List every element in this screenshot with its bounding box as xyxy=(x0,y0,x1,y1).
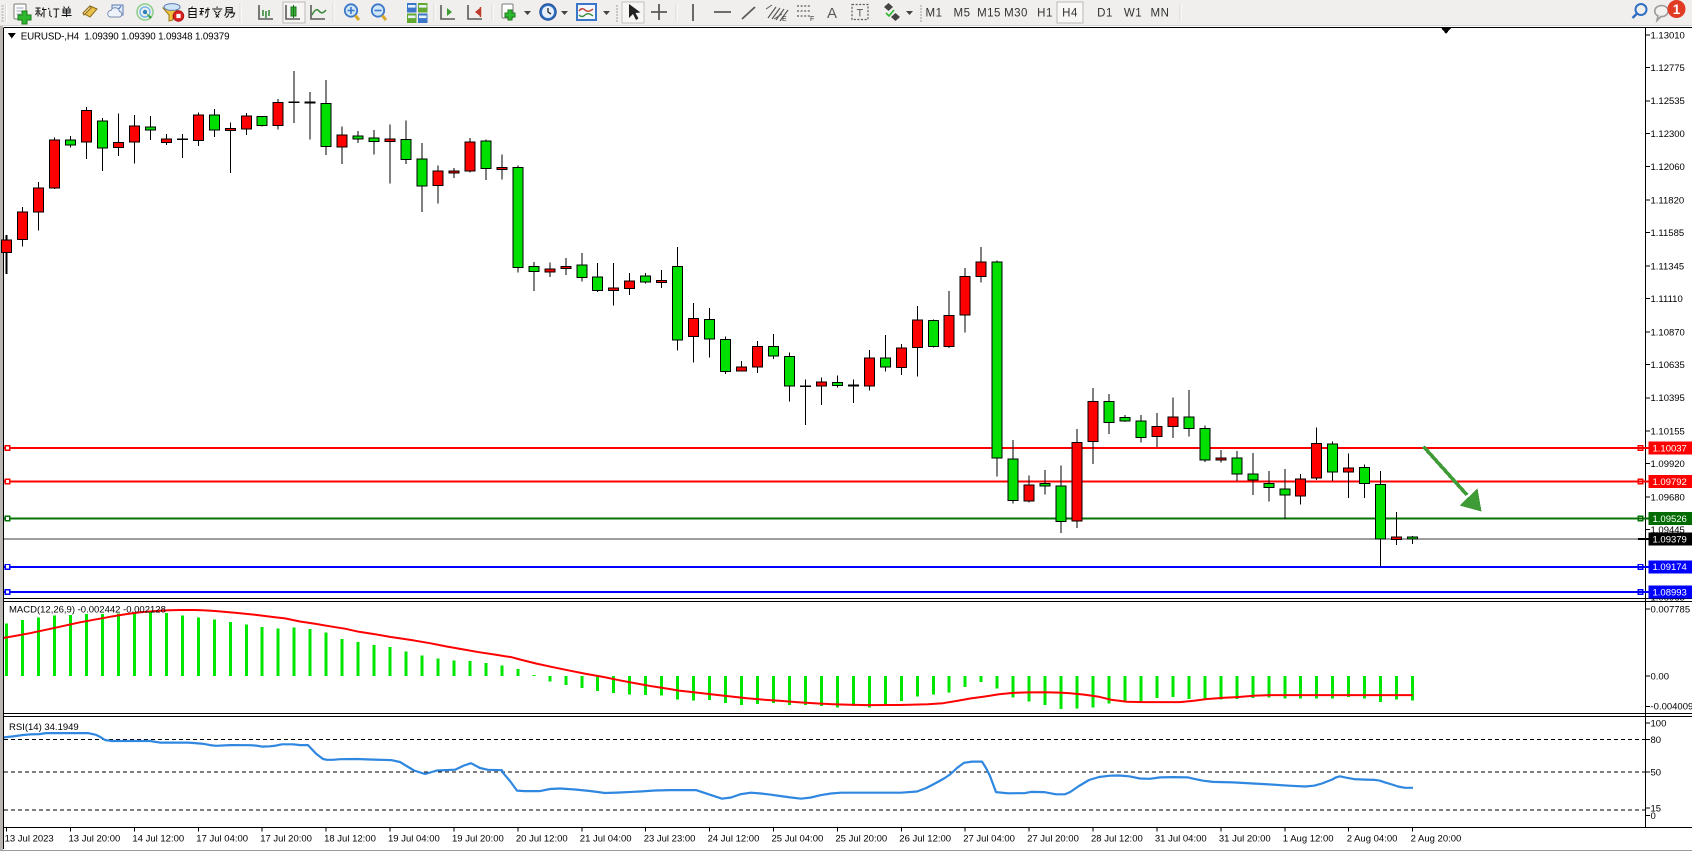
svg-text:100: 100 xyxy=(1651,718,1667,729)
svg-text:-0.004009: -0.004009 xyxy=(1651,702,1692,713)
svg-text:13 Jul 20:00: 13 Jul 20:00 xyxy=(69,834,121,845)
svg-text:1.13010: 1.13010 xyxy=(1651,30,1685,41)
svg-text:19 Jul 20:00: 19 Jul 20:00 xyxy=(452,834,504,845)
svg-text:F: F xyxy=(810,16,814,23)
svg-text:17 Jul 04:00: 17 Jul 04:00 xyxy=(196,834,248,845)
svg-text:17 Jul 20:00: 17 Jul 20:00 xyxy=(260,834,312,845)
svg-text:1.11110: 1.11110 xyxy=(1651,294,1683,305)
svg-text:2 Aug 04:00: 2 Aug 04:00 xyxy=(1347,834,1398,845)
svg-text:14 Jul 12:00: 14 Jul 12:00 xyxy=(132,834,184,845)
svg-text:EURUSD-,H4 1.09390 1.09390 1.: EURUSD-,H4 1.09390 1.09390 1.09348 1.093… xyxy=(21,31,230,42)
svg-text:M5: M5 xyxy=(954,8,971,20)
svg-text:1: 1 xyxy=(1673,2,1681,17)
svg-text:1.12060: 1.12060 xyxy=(1651,162,1685,173)
svg-text:1.10155: 1.10155 xyxy=(1651,427,1685,438)
svg-text:28 Jul 12:00: 28 Jul 12:00 xyxy=(1091,834,1143,845)
svg-text:1.09379: 1.09379 xyxy=(1653,535,1687,546)
svg-text:31 Jul 04:00: 31 Jul 04:00 xyxy=(1155,834,1207,845)
svg-text:1.09680: 1.09680 xyxy=(1651,492,1685,503)
svg-text:1.09526: 1.09526 xyxy=(1653,514,1687,525)
svg-text:1.12535: 1.12535 xyxy=(1651,96,1685,107)
svg-text:1.11345: 1.11345 xyxy=(1651,261,1685,272)
svg-text:25 Jul 04:00: 25 Jul 04:00 xyxy=(772,834,824,845)
svg-text:M30: M30 xyxy=(1004,8,1028,20)
svg-text:25 Jul 20:00: 25 Jul 20:00 xyxy=(835,834,887,845)
svg-text:1.09792: 1.09792 xyxy=(1653,477,1687,488)
svg-text:0.00: 0.00 xyxy=(1651,672,1670,683)
svg-text:23 Jul 23:00: 23 Jul 23:00 xyxy=(644,834,696,845)
svg-text:20 Jul 12:00: 20 Jul 12:00 xyxy=(516,834,568,845)
svg-text:0.007785: 0.007785 xyxy=(1651,605,1691,616)
svg-text:27 Jul 20:00: 27 Jul 20:00 xyxy=(1027,834,1079,845)
svg-text:0: 0 xyxy=(1651,811,1656,822)
svg-text:D1: D1 xyxy=(1097,8,1113,20)
svg-text:1.10395: 1.10395 xyxy=(1651,393,1685,404)
svg-text:80: 80 xyxy=(1651,735,1662,746)
svg-text:1.10870: 1.10870 xyxy=(1651,327,1685,338)
svg-text:21 Jul 04:00: 21 Jul 04:00 xyxy=(580,834,632,845)
svg-text:27 Jul 04:00: 27 Jul 04:00 xyxy=(963,834,1015,845)
svg-text:1.09174: 1.09174 xyxy=(1653,562,1687,573)
svg-text:1.11820: 1.11820 xyxy=(1651,196,1685,207)
svg-text:1.10037: 1.10037 xyxy=(1653,443,1687,454)
svg-text:M15: M15 xyxy=(977,8,1001,20)
svg-text:MACD(12,26,9) -0.002442 -0.002: MACD(12,26,9) -0.002442 -0.002128 xyxy=(9,605,166,616)
svg-text:M1: M1 xyxy=(926,8,943,20)
svg-text:T: T xyxy=(857,8,864,20)
svg-text:1.12775: 1.12775 xyxy=(1651,63,1685,74)
svg-text:H1: H1 xyxy=(1037,8,1053,20)
svg-text:18 Jul 12:00: 18 Jul 12:00 xyxy=(324,834,376,845)
svg-text:1.08993: 1.08993 xyxy=(1653,587,1687,598)
svg-text:MN: MN xyxy=(1151,8,1170,20)
svg-text:1.10635: 1.10635 xyxy=(1651,360,1685,371)
svg-text:50: 50 xyxy=(1651,767,1662,778)
svg-text:1 Aug 12:00: 1 Aug 12:00 xyxy=(1283,834,1334,845)
svg-text:RSI(14) 34.1949: RSI(14) 34.1949 xyxy=(9,722,79,733)
svg-text:13 Jul 2023: 13 Jul 2023 xyxy=(5,834,54,845)
svg-text:H4: H4 xyxy=(1062,8,1078,20)
svg-text:A: A xyxy=(827,5,837,22)
svg-text:24 Jul 12:00: 24 Jul 12:00 xyxy=(708,834,760,845)
svg-text:19 Jul 04:00: 19 Jul 04:00 xyxy=(388,834,440,845)
svg-text:W1: W1 xyxy=(1124,8,1142,20)
svg-text:26 Jul 12:00: 26 Jul 12:00 xyxy=(899,834,951,845)
svg-text:2 Aug 20:00: 2 Aug 20:00 xyxy=(1411,834,1462,845)
svg-text:1.11585: 1.11585 xyxy=(1651,228,1685,239)
svg-text:31 Jul 20:00: 31 Jul 20:00 xyxy=(1219,834,1271,845)
svg-text:E: E xyxy=(782,16,787,23)
svg-text:1.09920: 1.09920 xyxy=(1651,459,1685,470)
svg-text:1.12300: 1.12300 xyxy=(1651,129,1685,140)
